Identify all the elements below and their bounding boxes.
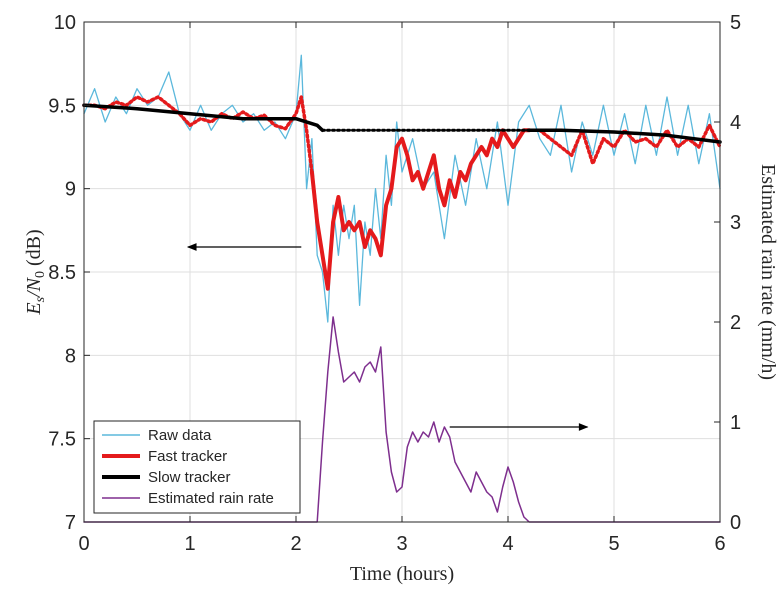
y-right-tick-label-3: 3 — [730, 212, 741, 234]
y-right-tick-label-1: 1 — [730, 412, 741, 434]
series-line-fast-tracker — [309, 128, 532, 291]
x-axis-title: Time (hours) — [350, 563, 454, 585]
ticks: 0 1 2 3 4 5 6 7 7.5 8 8.5 9 9.5 10 0 1 2 3 4 5 — [48, 12, 741, 555]
series-line-slow-tracker-0 — [82, 103, 325, 133]
y-left-tick-label-0: 7 — [65, 512, 76, 534]
y-left-tick-label-4: 9 — [65, 179, 76, 201]
y-right-tick-label-0: 0 — [730, 512, 741, 534]
y-right-tick-label-4: 4 — [730, 112, 741, 134]
legend-label-raw-data: Raw data — [148, 427, 212, 444]
x-tick-label-0: 0 — [78, 533, 89, 555]
y-left-axis-title: Es/N0 (dB) — [23, 229, 48, 315]
y-right-axis-title: Estimated rain rate (mm/h) — [757, 164, 778, 380]
y-left-axis-title-n: /N — [23, 276, 45, 298]
y-left-tick-label-6: 10 — [54, 12, 76, 34]
legend-label-slow-tracker: Slow tracker — [148, 469, 231, 486]
x-tick-label-4: 4 — [502, 533, 513, 555]
y-right-tick-label-5: 5 — [730, 12, 741, 34]
legend: Raw data Fast tracker Slow tracker Estimate… — [93, 420, 301, 514]
series-layer — [82, 54, 722, 523]
legend-label-estimated-rain-rate: Estimated rain rate — [148, 490, 274, 507]
x-tick-label-5: 5 — [608, 533, 619, 555]
y-left-tick-label-3: 8.5 — [48, 262, 76, 284]
x-tick-label-2: 2 — [290, 533, 301, 555]
x-tick-label-1: 1 — [184, 533, 195, 555]
y-left-tick-label-2: 8 — [65, 345, 76, 367]
y-left-axis-title-e: E — [23, 302, 45, 315]
legend-label-fast-tracker: Fast tracker — [148, 448, 227, 465]
y-left-axis-title-unit: (dB) — [23, 229, 45, 271]
y-right-tick-label-2: 2 — [730, 312, 741, 334]
y-left-axis-title-sub2: 0 — [33, 271, 48, 278]
y-left-axis-title-sub1: s — [33, 296, 48, 302]
y-left-tick-label-5: 9.5 — [48, 95, 76, 117]
x-tick-label-3: 3 — [396, 533, 407, 555]
series-line-estimated-rain-rate — [83, 316, 721, 523]
series-line-fast-tracker-dotted — [82, 95, 319, 224]
series-line-slow-tracker-1 — [527, 128, 722, 144]
annotations — [186, 243, 589, 431]
y-left-tick-label-1: 7.5 — [48, 429, 76, 451]
x-tick-label-6: 6 — [714, 533, 725, 555]
